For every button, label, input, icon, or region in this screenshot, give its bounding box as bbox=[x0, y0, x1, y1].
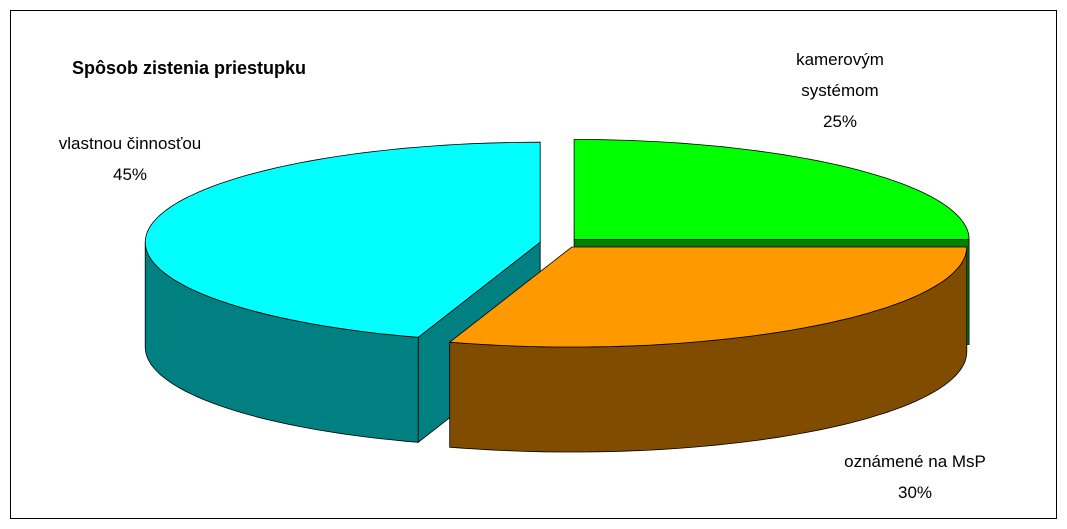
value-label: 30% bbox=[897, 483, 933, 502]
slice-top bbox=[144, 141, 541, 338]
category-label: kamerovým systémom bbox=[796, 50, 884, 100]
pie-slice bbox=[144, 141, 541, 444]
value-label: 25% bbox=[822, 112, 858, 131]
data-label: kamerovým systémom 25% bbox=[770, 44, 910, 137]
chart-title: Spôsob zistenia priestupku bbox=[72, 58, 307, 78]
data-label: oznámené na MsP 30% bbox=[790, 446, 1040, 508]
slice-top bbox=[448, 246, 968, 348]
data-label: vlastnou činnosťou 45% bbox=[0, 128, 260, 190]
category-label: vlastnou činnosťou bbox=[58, 134, 202, 153]
slice-top bbox=[573, 139, 970, 240]
value-label: 45% bbox=[112, 165, 148, 184]
pie-slice bbox=[448, 246, 968, 453]
category-label: oznámené na MsP bbox=[844, 452, 986, 471]
